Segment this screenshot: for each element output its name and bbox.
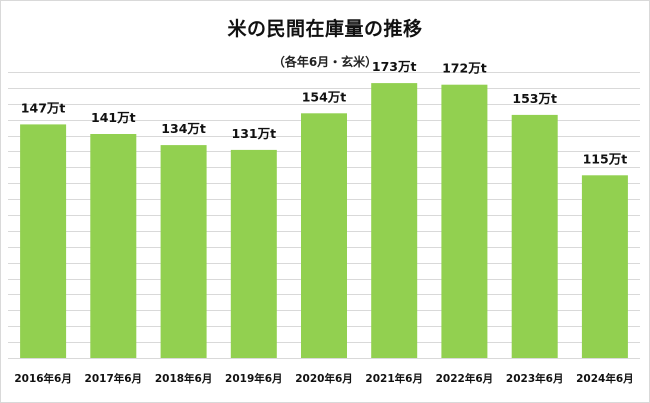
x-tick-label: 2021年6月 [365, 372, 423, 385]
x-tick-labels: 2016年6月 2017年6月 2018年6月 2019年6月 2020年6月 2021年… [14, 372, 633, 385]
data-label: 153万t [512, 91, 557, 106]
bar-2018年6月 [160, 145, 207, 358]
x-tick-label: 2017年6月 [85, 372, 143, 385]
x-tick-label: 2023年6月 [506, 372, 564, 385]
data-label: 134万t [161, 121, 206, 136]
x-tick-label: 2019年6月 [225, 372, 283, 385]
data-label: 131万t [232, 126, 277, 141]
data-label: 147万t [21, 100, 66, 115]
data-label: 141万t [91, 110, 136, 125]
bar-2022年6月 [441, 84, 488, 358]
x-tick-label: 2018年6月 [155, 372, 213, 385]
bar-2024年6月 [581, 175, 628, 358]
x-tick-label: 2022年6月 [436, 372, 494, 385]
data-label: 115万t [583, 151, 628, 166]
bar-2019年6月 [230, 149, 277, 358]
x-tick-label: 2020年6月 [295, 372, 353, 385]
x-tick-label: 2016年6月 [14, 372, 72, 385]
chart-subtitle: （各年6月・玄米） [272, 55, 378, 69]
data-label: 172万t [442, 61, 487, 76]
data-label: 154万t [302, 89, 347, 104]
bar-2020年6月 [301, 113, 347, 358]
data-label: 173万t [372, 59, 417, 74]
bars [20, 83, 628, 359]
chart-title: 米の民間在庫量の推移 [227, 18, 423, 40]
bar-2017年6月 [90, 134, 137, 358]
bar-2021年6月 [371, 83, 418, 358]
x-tick-label: 2024年6月 [576, 372, 634, 385]
bar-2016年6月 [20, 124, 67, 359]
data-labels: 147万t 141万t 134万t 131万t 154万t 173万t 172万t 153万t… [21, 59, 627, 166]
bar-2023年6月 [511, 114, 558, 359]
